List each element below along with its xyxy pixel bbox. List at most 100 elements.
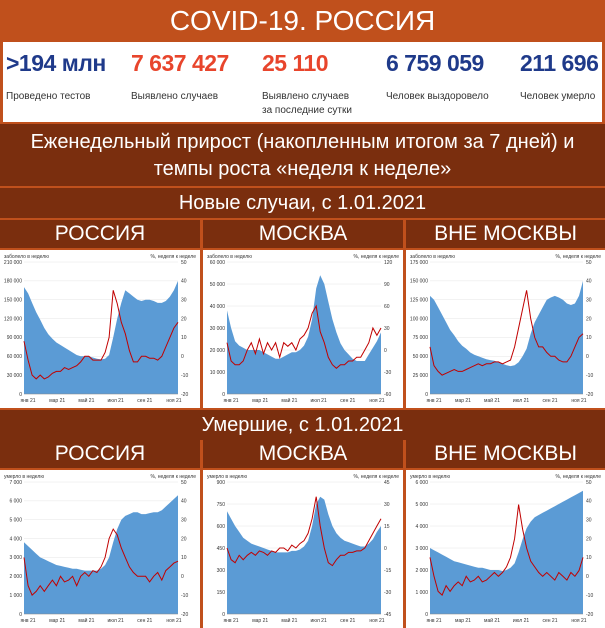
y-tick-label: 50 000 (210, 282, 226, 288)
x-tick-label: ноя 21 (571, 398, 586, 404)
y-tick-label: 4 000 (415, 524, 428, 530)
y2-tick-label: 30 (384, 502, 390, 508)
section-deaths-title: Умершие, с 1.01.2021 (0, 410, 605, 440)
x-tick-label: ноя 21 (369, 398, 384, 404)
x-tick-label: май 21 (78, 397, 94, 404)
x-tick-label: мар 21 (455, 618, 471, 624)
x-tick-label: май 21 (484, 617, 500, 624)
chart-russia-deaths: умерло в неделю %, неделя к неделе 0 1 000 2… (0, 470, 200, 628)
chart-russia-cases: заболело в неделю %, неделя к неделе 0 30 0… (0, 250, 200, 408)
y2-tick-label: -10 (586, 593, 593, 599)
left-axis-label: заболело в неделю (410, 254, 455, 260)
right-axis-label: %, неделя к неделе (151, 474, 197, 480)
y2-tick-label: 0 (384, 546, 387, 552)
y-tick-label: 2 000 (415, 568, 428, 574)
y2-tick-label: -45 (384, 612, 391, 618)
y2-tick-label: 20 (586, 316, 592, 322)
x-tick-label: янв 21 (223, 618, 238, 624)
y2-tick-label: -30 (384, 370, 391, 376)
y2-tick-label: 0 (586, 354, 589, 360)
stat-label: Человек выздоровело (386, 91, 489, 102)
y2-tick-label: 40 (181, 499, 187, 505)
region-label-moscow-cases: МОСКВА (203, 220, 403, 248)
y2-tick-label: 50 (586, 260, 592, 266)
stats-panel: >194 млн Проведено тестов 7 637 427 Выявлен… (3, 42, 602, 122)
y-tick-label: 125 000 (410, 298, 428, 304)
y2-tick-label: 90 (384, 282, 390, 288)
y2-tick-label: 10 (181, 555, 187, 561)
stat-label: Проведено тестов (6, 91, 91, 102)
right-axis-label: %, неделя к неделе (556, 474, 602, 480)
x-tick-label: июл 21 (310, 618, 327, 624)
y2-tick-label: 20 (586, 536, 592, 542)
region-label-russia-cases: РОССИЯ (0, 220, 200, 248)
region-label-moscow-deaths: МОСКВА (203, 440, 403, 468)
x-tick-label: ноя 21 (166, 618, 181, 624)
y2-tick-label: 10 (181, 335, 187, 341)
y2-tick-label: -10 (181, 373, 188, 379)
x-tick-label: июл 21 (107, 398, 124, 404)
stat-value: 6 759 059 (386, 50, 484, 76)
section-cases-title: Новые случаи, с 1.01.2021 (0, 188, 605, 218)
y-tick-label: 3 000 (9, 555, 22, 561)
x-tick-label: ноя 21 (166, 398, 181, 404)
y-tick-label: 1 000 (9, 593, 22, 599)
y-tick-label: 60 000 (7, 354, 23, 360)
y2-tick-label: 40 (586, 499, 592, 505)
y-tick-label: 7 000 (9, 480, 22, 486)
x-tick-label: мар 21 (455, 398, 471, 404)
growth-line (429, 504, 584, 596)
x-tick-label: июл 21 (513, 618, 530, 624)
weekly-area (24, 495, 178, 614)
y2-tick-label: 10 (586, 335, 592, 341)
stat-label: Выявлено случаев (131, 91, 219, 102)
growth-line (226, 496, 382, 567)
y-tick-label: 150 (217, 590, 226, 596)
y2-tick-label: 0 (586, 574, 589, 580)
y2-tick-label: 30 (181, 298, 187, 304)
chart-moscow-cases: заболело в неделю %, неделя к неделе 0 10 0… (203, 250, 403, 408)
y2-tick-label: -15 (384, 568, 391, 574)
y-tick-label: 75 000 (413, 335, 429, 341)
stat-value: 25 110 (262, 50, 329, 76)
y-tick-label: 150 000 (4, 298, 22, 304)
y-tick-label: 10 000 (210, 370, 226, 376)
y-tick-label: 0 (19, 392, 22, 398)
right-axis-label: %, неделя к неделе (354, 254, 400, 260)
y2-tick-label: -20 (181, 612, 188, 618)
x-tick-label: мар 21 (252, 398, 268, 404)
y2-tick-label: 0 (384, 348, 387, 354)
left-axis-label: заболело в неделю (207, 254, 252, 260)
region-label-outside-deaths: ВНЕ МОСКВЫ (406, 440, 605, 468)
y2-tick-label: 0 (181, 574, 184, 580)
stat-value: >194 млн (6, 50, 106, 76)
y-tick-label: 4 000 (9, 536, 22, 542)
y-tick-label: 750 (217, 502, 226, 508)
right-axis-label: %, неделя к неделе (151, 254, 197, 260)
x-tick-label: июл 21 (107, 618, 124, 624)
left-axis-label: умерло в неделю (207, 474, 247, 480)
y-tick-label: 30 000 (7, 373, 23, 379)
y-tick-label: 40 000 (210, 304, 226, 310)
left-axis-label: умерло в неделю (4, 474, 44, 480)
y2-tick-label: 30 (586, 298, 592, 304)
x-tick-label: сен 21 (340, 398, 355, 404)
region-label-outside-cases: ВНЕ МОСКВЫ (406, 220, 605, 248)
weekly-area (24, 280, 178, 394)
x-tick-label: мар 21 (49, 398, 65, 404)
y-tick-label: 20 000 (210, 348, 226, 354)
x-tick-label: июл 21 (513, 398, 530, 404)
y-tick-label: 6 000 (415, 480, 428, 486)
stat-value: 211 696 (520, 50, 599, 76)
y2-tick-label: 50 (181, 480, 187, 486)
y2-tick-label: 15 (384, 524, 390, 530)
y2-tick-label: 120 (384, 260, 393, 266)
chart-outside-deaths: умерло в неделю %, неделя к неделе 0 1 000 2… (406, 470, 605, 628)
y-tick-label: 0 (425, 392, 428, 398)
y-tick-label: 100 000 (410, 316, 428, 322)
x-tick-label: май 21 (484, 397, 500, 404)
deaths-row: РОССИЯ МОСКВА ВНЕ МОСКВЫ умерло в неделю… (0, 440, 605, 628)
y-tick-label: 30 000 (210, 326, 226, 332)
x-tick-label: май 21 (78, 617, 94, 624)
y2-tick-label: 0 (181, 354, 184, 360)
